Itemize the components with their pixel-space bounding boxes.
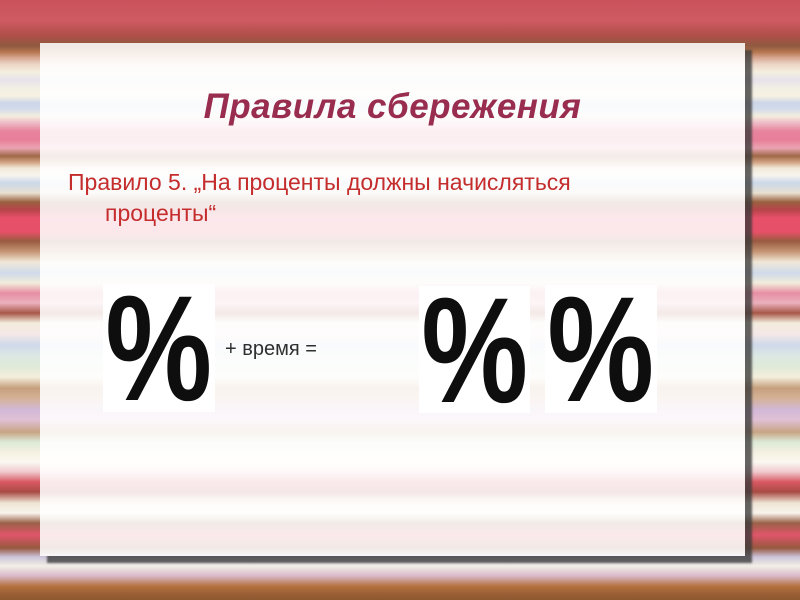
percent-sign-glyph: %: [105, 284, 213, 412]
rule-text: Правило 5. „На проценты должны начислять…: [68, 167, 668, 229]
content-card: Правила сбережения Правило 5. „На процен…: [40, 43, 745, 556]
slide-title: Правила сбережения: [203, 87, 582, 126]
percent-image-left: %: [103, 284, 215, 412]
percent-sign-glyph: %: [421, 286, 528, 413]
plus-time-equals-label: + время =: [225, 338, 317, 360]
percent-sign-glyph: %: [547, 285, 655, 413]
rule-text-line-2: проценты“: [105, 200, 217, 226]
percent-image-result-1: %: [419, 286, 530, 413]
percent-image-result-2: %: [545, 285, 657, 413]
rule-text-line-1: Правило 5. „На проценты должны начислять…: [68, 169, 571, 195]
